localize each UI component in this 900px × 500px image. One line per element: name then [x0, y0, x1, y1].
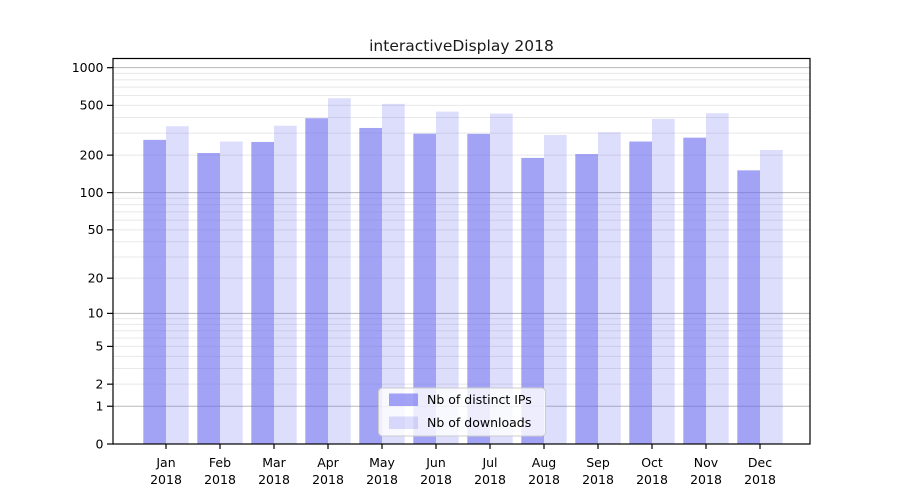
bar-oct-downloads — [652, 118, 675, 444]
x-tick-label-year: 2018 — [744, 472, 776, 487]
y-tick-label: 20 — [88, 270, 104, 285]
bar-dec-distinct-ips — [737, 170, 760, 444]
bar-may-downloads — [382, 103, 405, 445]
y-tick-label: 0 — [96, 436, 104, 451]
x-tick-label-year: 2018 — [582, 472, 614, 487]
chart-title: interactiveDisplay 2018 — [369, 37, 554, 55]
y-tick-label: 1000 — [72, 60, 104, 75]
y-tick-label: 1 — [96, 399, 104, 414]
x-tick-label-month: Jun — [425, 455, 446, 470]
x-tick-label-month: Jan — [155, 455, 175, 470]
y-tick-label: 2 — [96, 376, 104, 391]
y-tick-label: 50 — [88, 222, 104, 237]
x-tick-label-year: 2018 — [474, 472, 506, 487]
y-tick-label: 5 — [96, 339, 104, 354]
bar-sep-distinct-ips — [575, 154, 598, 445]
bar-mar-distinct-ips — [251, 141, 274, 444]
x-tick-label-month: Dec — [748, 455, 772, 470]
bar-aug-downloads — [544, 134, 567, 444]
legend-label-distinct-ips: Nb of distinct IPs — [427, 392, 532, 407]
bar-nov-downloads — [706, 113, 729, 444]
x-tick-label-month: Aug — [532, 455, 556, 470]
x-tick-label-month: Sep — [586, 455, 610, 470]
x-tick-label-month: Apr — [317, 455, 339, 470]
y-tick-label: 100 — [80, 185, 104, 200]
bar-feb-distinct-ips — [197, 153, 220, 444]
x-tick-label-month: May — [369, 455, 395, 470]
x-tick-label-month: Mar — [262, 455, 286, 470]
y-tick-label: 10 — [88, 306, 104, 321]
legend-swatch-distinct-ips-icon — [389, 393, 418, 406]
x-tick-label-year: 2018 — [312, 472, 344, 487]
x-tick-label-month: Nov — [694, 455, 719, 470]
legend-label-downloads: Nb of downloads — [427, 415, 531, 430]
legend-box — [378, 387, 546, 437]
bar-oct-distinct-ips — [629, 141, 652, 444]
bar-jun-downloads — [436, 111, 459, 445]
bar-may-distinct-ips — [359, 127, 382, 445]
bars-group — [143, 98, 783, 445]
bar-jul-distinct-ips — [467, 133, 490, 444]
plot-border — [112, 57, 811, 445]
x-tick-label-year: 2018 — [636, 472, 668, 487]
y-tick-label: 200 — [80, 147, 104, 162]
bar-jun-distinct-ips — [413, 133, 436, 445]
x-tick-label-year: 2018 — [204, 472, 236, 487]
bar-aug-distinct-ips — [521, 157, 544, 445]
x-tick-label-month: Feb — [209, 455, 231, 470]
y-tick-label: 500 — [80, 98, 104, 113]
x-tick-label-year: 2018 — [366, 472, 398, 487]
x-tick-label-year: 2018 — [420, 472, 452, 487]
y-axis: 0 1 2 5 10 20 50 100 200 500 1000 — [72, 60, 113, 451]
bar-apr-downloads — [328, 98, 351, 445]
x-tick-label-year: 2018 — [258, 472, 290, 487]
x-axis: Jan 2018 Feb 2018 Mar 2018 Apr 2018 May 2018 Jun 20… — [150, 444, 776, 487]
bar-jan-distinct-ips — [143, 139, 166, 444]
bar-jan-downloads — [166, 126, 189, 445]
bar-jul-downloads — [490, 113, 513, 444]
bar-sep-downloads — [598, 132, 621, 444]
bar-mar-downloads — [274, 125, 297, 444]
x-tick-label-year: 2018 — [150, 472, 182, 487]
bar-dec-downloads — [760, 149, 783, 445]
bar-nov-distinct-ips — [683, 137, 706, 444]
x-tick-label-year: 2018 — [528, 472, 560, 487]
x-tick-label-month: Oct — [641, 455, 663, 470]
bar-feb-downloads — [220, 141, 243, 444]
legend-swatch-downloads-icon — [389, 416, 418, 429]
legend: Nb of distinct IPs Nb of downloads — [378, 387, 546, 437]
bar-apr-distinct-ips — [305, 118, 328, 444]
x-tick-label-year: 2018 — [690, 472, 722, 487]
x-tick-label-month: Jul — [481, 455, 497, 470]
